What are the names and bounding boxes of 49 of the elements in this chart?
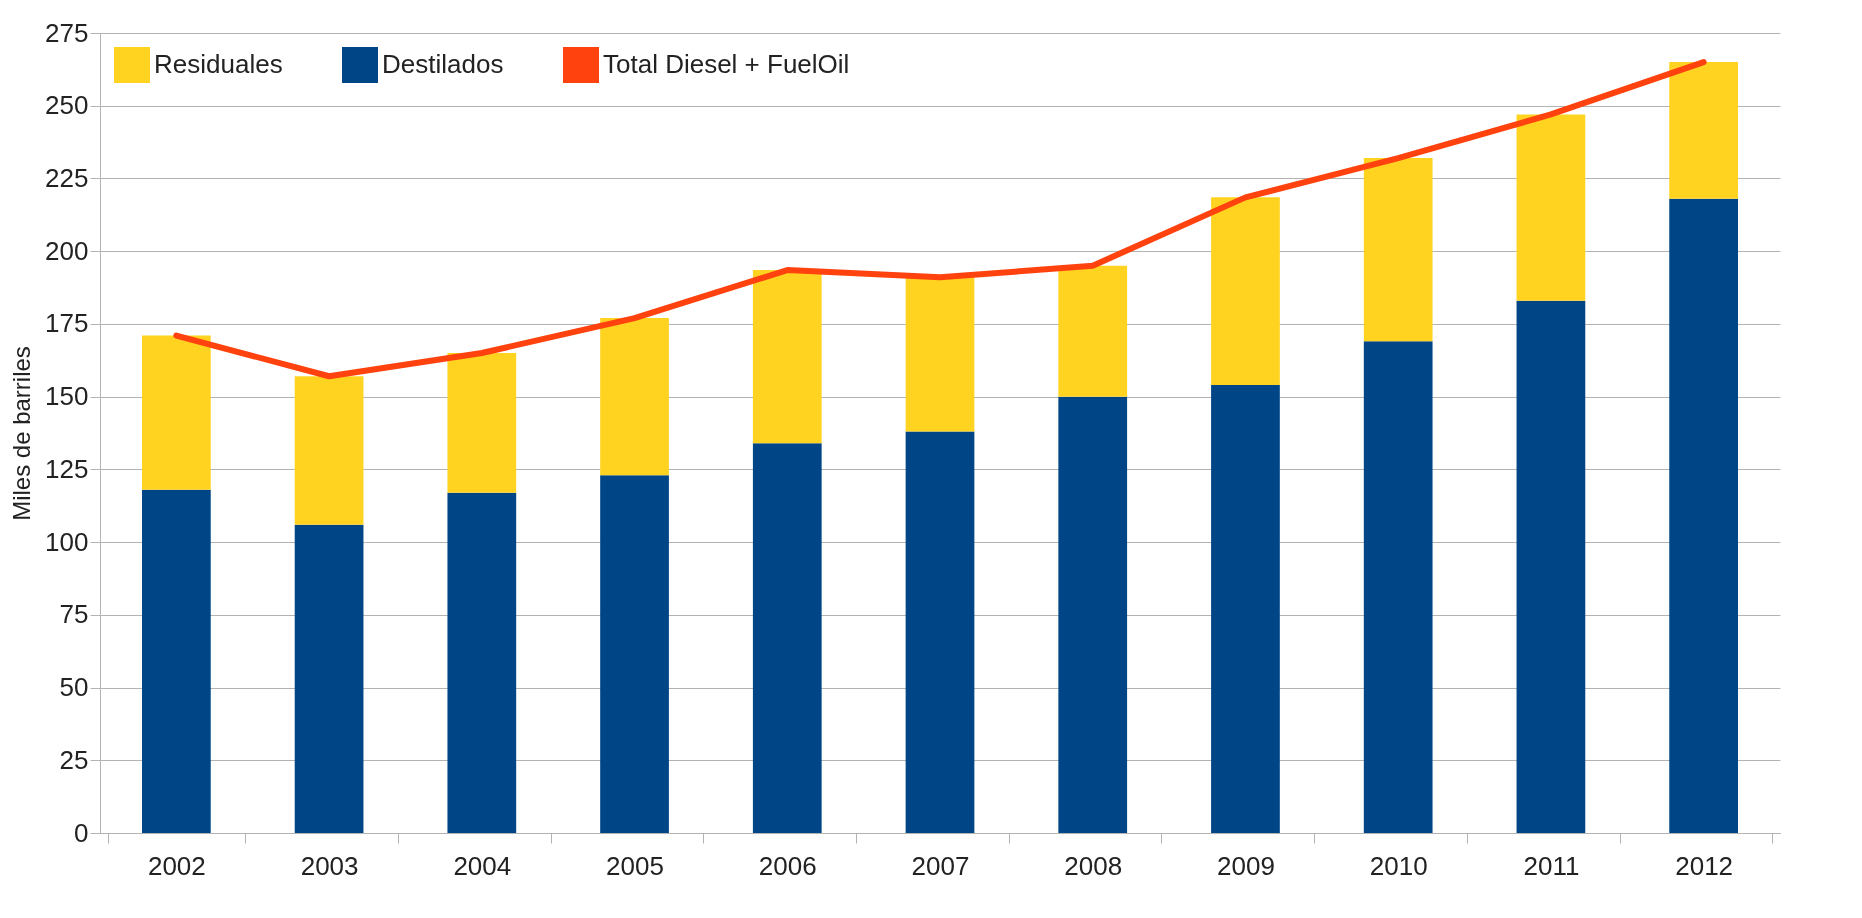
bar	[752, 270, 822, 444]
bar	[294, 376, 364, 525]
y-tick-label: 225	[45, 162, 89, 193]
bar	[600, 318, 669, 476]
y-tick-label: 25	[59, 744, 89, 775]
y-tick-label: 200	[45, 235, 89, 266]
x-tick-label: 2003	[300, 850, 359, 881]
bar	[1669, 198, 1738, 833]
bar	[905, 277, 975, 432]
bar	[905, 431, 975, 833]
bar	[142, 489, 211, 833]
x-tick-label: 2006	[758, 850, 817, 881]
x-tick-label: 2007	[911, 850, 970, 881]
x-tick-label: 2008	[1064, 850, 1123, 881]
bar	[1211, 197, 1280, 385]
y-tick-label: 50	[59, 672, 89, 703]
bar	[447, 353, 517, 493]
bar	[600, 475, 669, 833]
y-tick-label: 275	[45, 17, 89, 48]
legend-label: Total Diesel + FuelOil	[603, 49, 850, 79]
bar	[294, 524, 364, 833]
y-tick-label: 150	[45, 381, 89, 412]
y-tick-label: 100	[45, 526, 89, 557]
bar	[1516, 300, 1586, 833]
legend-label: Destilados	[382, 49, 504, 79]
x-tick-label: 2005	[606, 850, 664, 881]
x-tick-label: 2011	[1523, 850, 1580, 881]
x-tick-label: 2004	[453, 850, 512, 881]
y-axis-title: Miles de barriles	[8, 346, 36, 521]
bar	[142, 335, 211, 490]
x-tick-label: 2012	[1675, 850, 1734, 881]
bar	[1211, 385, 1280, 833]
bar	[447, 492, 517, 833]
bar	[1669, 62, 1738, 199]
bar	[1058, 265, 1128, 397]
legend-label: Residuales	[154, 49, 283, 79]
x-tick-label: 2009	[1217, 850, 1275, 881]
bar	[1058, 396, 1128, 833]
x-tick-label: 2010	[1369, 850, 1428, 881]
bar	[1363, 158, 1433, 342]
y-tick-label: 75	[59, 599, 89, 630]
bar	[1363, 341, 1433, 833]
x-tick-label: 2002	[147, 850, 206, 881]
y-tick-label: 0	[74, 817, 89, 848]
y-tick-label: 250	[45, 90, 89, 121]
y-tick-label: 175	[45, 308, 89, 339]
y-tick-label: 125	[45, 453, 89, 484]
bar	[752, 443, 822, 833]
bar	[1516, 114, 1586, 301]
